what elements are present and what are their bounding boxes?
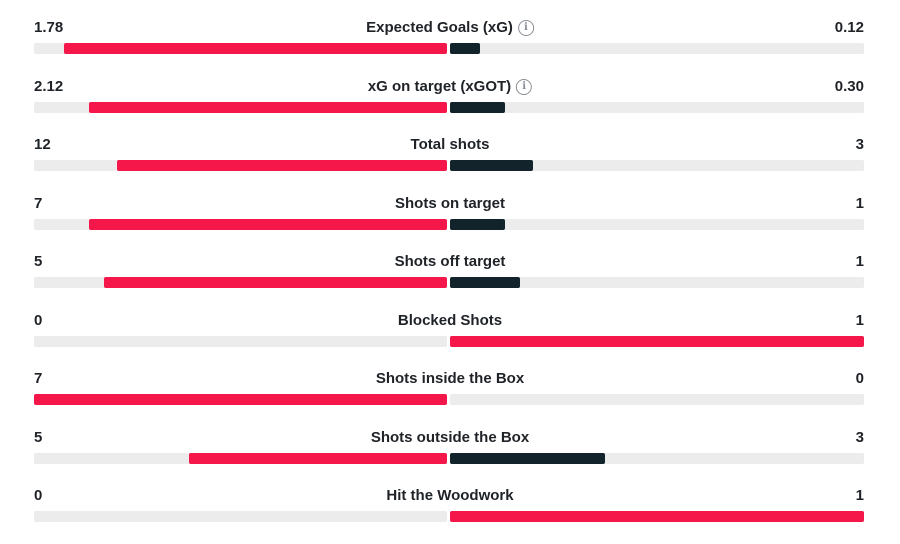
stat-row: 0 Blocked Shots 1 [0,311,900,351]
away-value: 3 [855,136,864,153]
away-bar-fill [450,335,864,347]
home-bar-fill [88,101,447,113]
stat-label-text: Shots inside the Box [375,370,525,387]
home-bar-track [34,277,447,288]
stat-row: 5 Shots outside the Box 3 [0,428,900,468]
stat-label: Total shots [411,135,490,155]
home-bar-track [34,335,447,347]
stat-label: Shots inside the Box [376,369,524,389]
home-bar-track [34,452,447,464]
stat-label-text: Shots off target [394,253,506,270]
stat-label-text: Expected Goals (xG) [366,19,513,36]
home-bar-fill [116,160,447,171]
away-bar-track [450,511,864,522]
away-bar-track [450,335,864,347]
stat-label: Blocked Shots [398,311,502,331]
away-value: 3 [855,428,864,446]
away-value: 0.12 [834,19,864,36]
stat-row: 0 Hit the Woodwork 1 [0,486,900,526]
away-bar-fill [450,101,505,113]
home-bar-fill [63,43,447,54]
stat-row: 1.78 Expected Goals (xG) i 0.12 [0,18,900,58]
away-bar-fill [450,43,480,54]
stat-label: Hit the Woodwork [386,486,513,506]
home-bar-track [34,218,447,230]
away-value: 1 [855,311,864,329]
home-value: 0 [34,487,43,504]
home-bar-fill [88,218,447,230]
stat-label: xG on target (xGOT) i [367,77,533,97]
away-bar-fill [450,511,864,522]
away-bar-fill [450,218,505,230]
home-value: 0 [34,311,43,329]
stat-label: Shots outside the Box [371,428,529,448]
stat-label-text: Total shots [410,136,490,153]
stat-label-text: Shots on target [394,194,506,212]
home-bar-track [34,511,447,522]
home-value: 2.12 [34,77,64,95]
home-value: 7 [34,370,43,387]
home-value: 5 [34,428,43,446]
away-value: 0.30 [834,77,864,95]
away-value: 1 [855,487,864,504]
away-value: 1 [855,253,864,270]
stat-row: 7 Shots inside the Box 0 [0,369,900,409]
home-value: 7 [34,194,43,212]
away-bar-track [450,43,864,54]
away-bar-track [450,101,864,113]
home-bar-track [34,43,447,54]
stat-row: 5 Shots off target 1 [0,252,900,292]
stat-label-text: Hit the Woodwork [386,487,514,504]
home-bar-track [34,160,447,171]
home-bar-track [34,394,447,405]
home-value: 1.78 [34,19,64,36]
stat-label-text: Blocked Shots [397,311,503,329]
home-bar-fill [104,277,447,288]
home-bar-fill [188,452,447,464]
stat-row: 2.12 xG on target (xGOT) i 0.30 [0,77,900,117]
away-value: 1 [855,194,864,212]
stat-label-text: Shots outside the Box [370,428,530,446]
stat-row: 12 Total shots 3 [0,135,900,175]
home-value: 12 [34,136,51,153]
away-bar-track [450,218,864,230]
home-bar-track [34,101,447,113]
away-bar-track [450,160,864,171]
stat-label-text: xG on target (xGOT) [367,77,512,95]
away-bar-track [450,277,864,288]
away-bar-fill [450,277,521,288]
away-bar-fill [450,160,533,171]
stat-label: Shots off target [395,252,506,272]
info-icon[interactable]: i [516,78,533,95]
stat-row: 7 Shots on target 1 [0,194,900,234]
away-value: 0 [855,370,864,387]
info-icon[interactable]: i [517,20,534,36]
stat-label: Shots on target [395,194,505,214]
home-value: 5 [34,253,43,270]
home-bar-fill [34,394,447,405]
away-bar-fill [450,452,606,464]
away-bar-track [450,394,864,405]
stat-label: Expected Goals (xG) i [366,18,534,38]
away-bar-track [450,452,864,464]
